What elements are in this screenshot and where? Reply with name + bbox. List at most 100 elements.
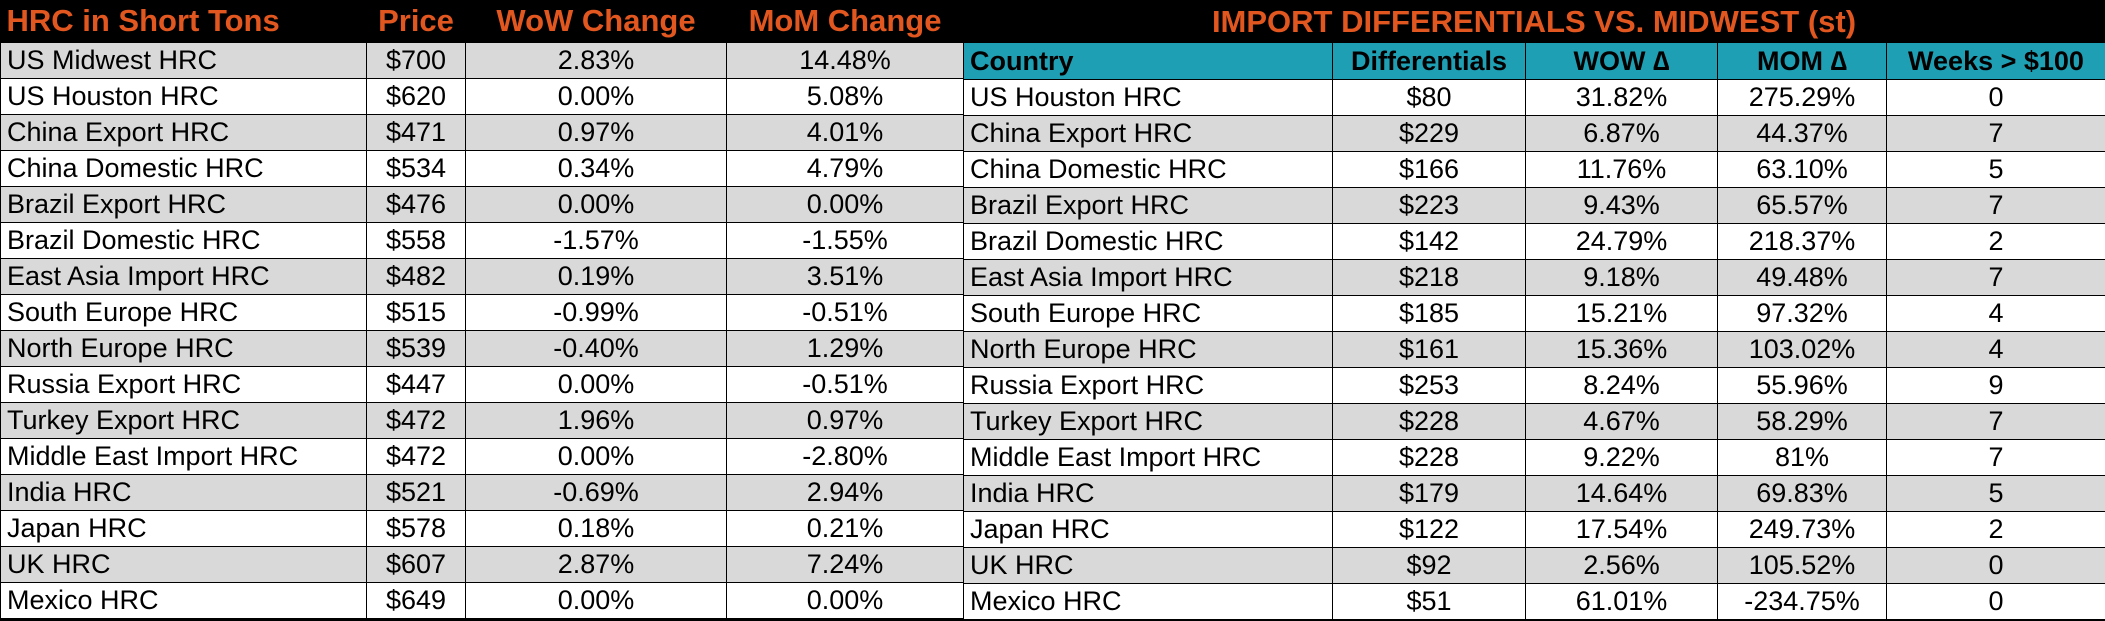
wow-change-cell: 0.00% (465, 582, 727, 619)
header-country: Country (963, 42, 1333, 80)
mom-change-cell: -0.51% (726, 366, 964, 403)
differential-cell: $161 (1332, 331, 1526, 368)
differential-cell: $92 (1332, 547, 1526, 584)
wow-delta-cell: 15.21% (1525, 295, 1718, 332)
wow-delta-cell: 8.24% (1525, 367, 1718, 404)
header-mom-delta: MOM ∆ (1717, 42, 1887, 80)
product-name-cell: Japan HRC (0, 510, 367, 547)
header-price: Price (366, 0, 466, 43)
mom-delta-cell: 275.29% (1717, 79, 1887, 116)
mom-delta-cell: 63.10% (1717, 151, 1887, 188)
differential-cell: $80 (1332, 79, 1526, 116)
mom-delta-cell: 44.37% (1717, 115, 1887, 152)
wow-delta-cell: 4.67% (1525, 403, 1718, 440)
country-cell: Mexico HRC (963, 583, 1333, 620)
country-cell: East Asia Import HRC (963, 259, 1333, 296)
differential-row: North Europe HRC $161 15.36% 103.02% 4 (963, 331, 2105, 368)
weeks-over-100-cell: 4 (1886, 331, 2105, 368)
differential-cell: $122 (1332, 511, 1526, 548)
weeks-over-100-cell: 7 (1886, 187, 2105, 224)
import-differentials-title: IMPORT DIFFERENTIALS VS. MIDWEST (st) (1211, 4, 1857, 39)
wow-change-cell: -0.69% (465, 474, 727, 511)
differential-cell: $142 (1332, 223, 1526, 260)
price-cell: $649 (366, 582, 466, 619)
hrc-price-row: East Asia Import HRC $482 0.19% 3.51% (0, 258, 964, 295)
price-cell: $620 (366, 78, 466, 115)
weeks-over-100-cell: 7 (1886, 259, 2105, 296)
wow-delta-cell: 31.82% (1525, 79, 1718, 116)
mom-delta-cell: 69.83% (1717, 475, 1887, 512)
wow-delta-cell: 24.79% (1525, 223, 1718, 260)
wow-delta-cell: 9.22% (1525, 439, 1718, 476)
country-cell: UK HRC (963, 547, 1333, 584)
wow-delta-cell: 9.43% (1525, 187, 1718, 224)
mom-change-cell: 0.00% (726, 582, 964, 619)
header-differentials: Differentials (1332, 42, 1526, 80)
differential-row: UK HRC $92 2.56% 105.52% 0 (963, 547, 2105, 584)
wow-change-cell: 1.96% (465, 402, 727, 439)
import-differentials-table: Country Differentials WOW ∆ MOM ∆ Weeks … (963, 42, 2105, 620)
wow-delta-cell: 2.56% (1525, 547, 1718, 584)
price-cell: $700 (366, 42, 466, 79)
price-cell: $472 (366, 402, 466, 439)
weeks-over-100-cell: 2 (1886, 223, 2105, 260)
price-cell: $472 (366, 438, 466, 475)
weeks-over-100-cell: 0 (1886, 547, 2105, 584)
mom-delta-cell: 103.02% (1717, 331, 1887, 368)
mom-change-cell: 0.00% (726, 186, 964, 223)
import-differentials-panel: IMPORT DIFFERENTIALS VS. MIDWEST (st) Co… (963, 0, 2105, 620)
differential-cell: $218 (1332, 259, 1526, 296)
import-differentials-header-row: Country Differentials WOW ∆ MOM ∆ Weeks … (963, 42, 2105, 80)
weeks-over-100-cell: 5 (1886, 475, 2105, 512)
hrc-price-row: India HRC $521 -0.69% 2.94% (0, 474, 964, 511)
wow-change-cell: 2.83% (465, 42, 727, 79)
product-name-cell: North Europe HRC (0, 330, 367, 367)
wow-change-cell: 0.97% (465, 114, 727, 151)
wow-change-cell: 0.00% (465, 438, 727, 475)
product-name-cell: China Domestic HRC (0, 150, 367, 187)
mom-delta-cell: 249.73% (1717, 511, 1887, 548)
differential-row: Middle East Import HRC $228 9.22% 81% 7 (963, 439, 2105, 476)
mom-change-cell: -1.55% (726, 222, 964, 259)
hrc-price-row: Japan HRC $578 0.18% 0.21% (0, 510, 964, 547)
differential-row: India HRC $179 14.64% 69.83% 5 (963, 475, 2105, 512)
country-cell: North Europe HRC (963, 331, 1333, 368)
differential-cell: $229 (1332, 115, 1526, 152)
product-name-cell: India HRC (0, 474, 367, 511)
wow-change-cell: 0.18% (465, 510, 727, 547)
wow-delta-cell: 15.36% (1525, 331, 1718, 368)
hrc-prices-header-row: HRC in Short Tons Price WoW Change MoM C… (0, 0, 964, 43)
wow-change-cell: 0.19% (465, 258, 727, 295)
differential-row: China Domestic HRC $166 11.76% 63.10% 5 (963, 151, 2105, 188)
wow-delta-cell: 9.18% (1525, 259, 1718, 296)
header-weeks-over-100: Weeks > $100 (1886, 42, 2105, 80)
price-cell: $447 (366, 366, 466, 403)
mom-change-cell: -2.80% (726, 438, 964, 475)
product-name-cell: Turkey Export HRC (0, 402, 367, 439)
country-cell: China Export HRC (963, 115, 1333, 152)
product-name-cell: Mexico HRC (0, 582, 367, 619)
hrc-prices-panel: HRC in Short Tons Price WoW Change MoM C… (0, 0, 964, 619)
differential-cell: $223 (1332, 187, 1526, 224)
differential-cell: $228 (1332, 439, 1526, 476)
hrc-price-row: US Houston HRC $620 0.00% 5.08% (0, 78, 964, 115)
header-hrc-in-short-tons: HRC in Short Tons (0, 0, 367, 43)
mom-delta-cell: -234.75% (1717, 583, 1887, 620)
differential-cell: $51 (1332, 583, 1526, 620)
weeks-over-100-cell: 0 (1886, 79, 2105, 116)
differential-row: Japan HRC $122 17.54% 249.73% 2 (963, 511, 2105, 548)
hrc-price-row: Brazil Domestic HRC $558 -1.57% -1.55% (0, 222, 964, 259)
differential-row: East Asia Import HRC $218 9.18% 49.48% 7 (963, 259, 2105, 296)
price-cell: $558 (366, 222, 466, 259)
hrc-price-row: China Domestic HRC $534 0.34% 4.79% (0, 150, 964, 187)
weeks-over-100-cell: 4 (1886, 295, 2105, 332)
mom-change-cell: 7.24% (726, 546, 964, 583)
differential-row: Turkey Export HRC $228 4.67% 58.29% 7 (963, 403, 2105, 440)
hrc-price-row: Turkey Export HRC $472 1.96% 0.97% (0, 402, 964, 439)
mom-delta-cell: 55.96% (1717, 367, 1887, 404)
hrc-prices-table: HRC in Short Tons Price WoW Change MoM C… (0, 0, 964, 619)
product-name-cell: South Europe HRC (0, 294, 367, 331)
weeks-over-100-cell: 7 (1886, 439, 2105, 476)
country-cell: Russia Export HRC (963, 367, 1333, 404)
